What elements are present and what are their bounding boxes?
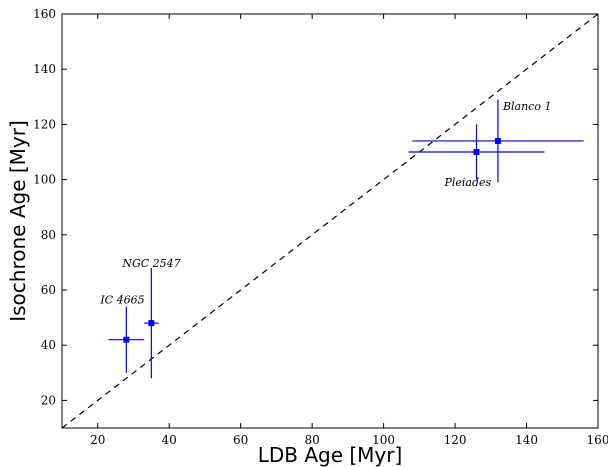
point-label: Blanco 1 xyxy=(502,100,552,113)
x-axis-label: LDB Age [Myr] xyxy=(258,443,403,467)
point-marker xyxy=(148,320,155,327)
x-tick-label: 20 xyxy=(90,433,105,447)
y-tick-label: 140 xyxy=(33,62,56,76)
y-tick-label: 60 xyxy=(41,283,56,297)
data-point: IC 4665 xyxy=(99,294,145,373)
x-tick-label: 140 xyxy=(515,433,538,447)
reference-line xyxy=(61,13,599,429)
y-tick-label: 100 xyxy=(33,173,56,187)
plot-marks: IC 4665 NGC 2547 Pleiades Blanco 1 xyxy=(61,13,599,429)
point-marker xyxy=(123,336,130,343)
data-point: Blanco 1 xyxy=(412,99,584,183)
y-tick-label: 40 xyxy=(41,338,56,352)
x-tick-label: 80 xyxy=(304,433,319,447)
point-marker xyxy=(473,149,480,155)
x-tick-label: 60 xyxy=(233,433,248,447)
x-tick-label: 160 xyxy=(587,433,608,447)
point-label: Pleiades xyxy=(444,176,492,189)
point-label: IC 4665 xyxy=(99,294,144,307)
axis-ticks: 20 40 60 80 100 120 140 160 20 40 60 80 100 120 140 160 xyxy=(33,7,608,447)
point-marker xyxy=(494,137,501,144)
plot-frame xyxy=(61,13,599,429)
y-axis-label: Isochrone Age [Myr] xyxy=(6,120,30,322)
x-tick-label: 120 xyxy=(444,433,467,447)
data-point: NGC 2547 xyxy=(121,257,181,379)
x-tick-label: 100 xyxy=(372,433,395,447)
x-tick-label: 40 xyxy=(162,433,177,447)
data-point: Pleiades xyxy=(408,124,545,189)
y-tick-label: 160 xyxy=(33,7,56,21)
point-label: NGC 2547 xyxy=(121,257,180,270)
y-tick-label: 20 xyxy=(41,393,56,407)
y-tick-label: 80 xyxy=(41,228,56,242)
y-tick-label: 120 xyxy=(33,117,56,131)
